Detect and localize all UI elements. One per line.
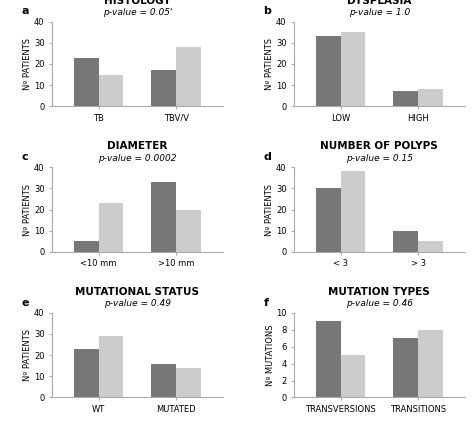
Text: p-value = 0.49: p-value = 0.49	[104, 299, 171, 308]
Y-axis label: Nº PATIENTS: Nº PATIENTS	[24, 184, 33, 235]
Bar	[418, 89, 443, 106]
Text: p-value = 0.05': p-value = 0.05'	[102, 8, 172, 17]
Text: e: e	[21, 298, 29, 308]
Y-axis label: Nº MUTATIONS: Nº MUTATIONS	[265, 324, 274, 386]
Text: p-value = 0.15: p-value = 0.15	[346, 153, 413, 162]
Text: p-value = 0.0002: p-value = 0.0002	[98, 153, 177, 162]
Title: DYSPLASIA: DYSPLASIA	[347, 0, 411, 6]
Bar	[316, 36, 341, 106]
Bar	[393, 231, 418, 252]
Y-axis label: Nº PATIENTS: Nº PATIENTS	[265, 184, 274, 235]
Bar	[176, 47, 201, 106]
Bar	[74, 349, 99, 397]
Title: DIAMETER: DIAMETER	[107, 141, 167, 151]
Title: HISTOLOGY: HISTOLOGY	[104, 0, 171, 6]
Bar	[176, 210, 201, 252]
Bar	[74, 241, 99, 252]
Text: p-value = 1.0: p-value = 1.0	[349, 8, 410, 17]
Bar	[176, 368, 201, 397]
Text: f: f	[264, 298, 268, 308]
Bar	[151, 364, 176, 397]
Y-axis label: Nº PATIENTS: Nº PATIENTS	[265, 38, 274, 90]
Bar	[316, 321, 341, 397]
Bar	[341, 172, 365, 252]
Bar	[99, 336, 123, 397]
Y-axis label: Nº PATIENTS: Nº PATIENTS	[24, 329, 33, 381]
Text: a: a	[21, 6, 29, 16]
Text: d: d	[264, 152, 271, 162]
Bar	[151, 182, 176, 252]
Title: NUMBER OF POLYPS: NUMBER OF POLYPS	[320, 141, 438, 151]
Bar	[418, 330, 443, 397]
Bar	[99, 74, 123, 106]
Y-axis label: Nº PATIENTS: Nº PATIENTS	[24, 38, 33, 90]
Bar	[393, 338, 418, 397]
Title: MUTATIONAL STATUS: MUTATIONAL STATUS	[75, 287, 200, 297]
Bar	[418, 241, 443, 252]
Text: c: c	[21, 152, 28, 162]
Bar	[341, 355, 365, 397]
Text: b: b	[264, 6, 271, 16]
Title: MUTATION TYPES: MUTATION TYPES	[328, 287, 430, 297]
Bar	[151, 70, 176, 106]
Bar	[341, 32, 365, 106]
Bar	[393, 92, 418, 106]
Text: p-value = 0.46: p-value = 0.46	[346, 299, 413, 308]
Bar	[316, 188, 341, 252]
Bar	[99, 203, 123, 252]
Bar	[74, 57, 99, 106]
